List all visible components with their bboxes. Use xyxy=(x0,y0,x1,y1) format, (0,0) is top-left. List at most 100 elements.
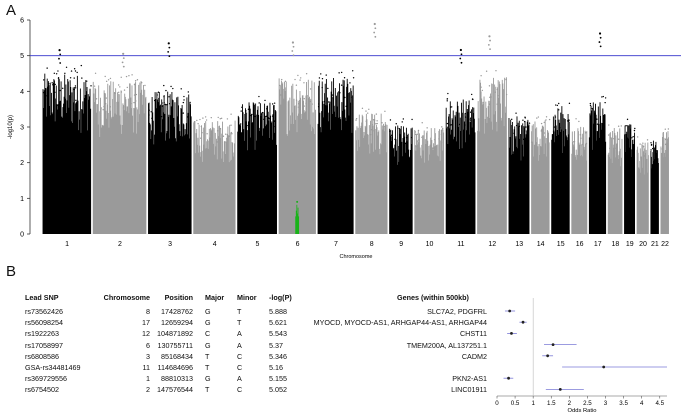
snp-point xyxy=(372,119,375,121)
snp-point xyxy=(625,124,627,127)
snp-point xyxy=(205,119,208,121)
snp-point xyxy=(69,96,72,98)
snp-point xyxy=(163,96,165,98)
y-tick-label: 4 xyxy=(20,89,24,96)
snp-point xyxy=(441,129,444,131)
snp-point xyxy=(589,104,592,107)
snp-point xyxy=(482,101,484,104)
snp-point xyxy=(57,104,59,107)
y-tick-label: 3 xyxy=(20,125,24,132)
snp-point xyxy=(183,99,185,101)
or-point xyxy=(546,354,550,358)
snp-point xyxy=(81,77,83,79)
snp-point xyxy=(368,108,370,110)
chromosome-14-points xyxy=(530,116,551,234)
peak-point xyxy=(122,52,125,55)
snp-point xyxy=(365,120,367,122)
peak-point xyxy=(460,61,463,64)
snp-point xyxy=(95,98,98,100)
snp-point xyxy=(163,84,165,87)
peak-point xyxy=(59,62,62,64)
snp-point xyxy=(568,102,571,105)
y-axis-label: -log10(p) xyxy=(8,115,14,139)
snp-point xyxy=(120,91,123,93)
snp-point xyxy=(57,70,59,72)
peak-chr1 xyxy=(58,49,62,64)
snp-point xyxy=(469,111,472,113)
snp-point xyxy=(299,79,301,81)
snp-point xyxy=(399,133,401,136)
snp-point xyxy=(480,86,482,88)
snp-point xyxy=(42,79,45,81)
snp-point xyxy=(281,78,283,81)
snp-point xyxy=(182,101,185,104)
snp-point xyxy=(421,122,423,124)
forest-row xyxy=(545,388,584,391)
chromosome-5-body xyxy=(237,102,277,234)
peak-point xyxy=(374,27,377,30)
snp-point xyxy=(418,139,420,141)
peak-point xyxy=(459,48,462,52)
snp-point xyxy=(414,131,417,133)
snp-point xyxy=(664,138,667,141)
snp-point xyxy=(74,87,77,89)
snp-point xyxy=(228,135,230,137)
snp-point xyxy=(109,106,111,108)
snp-point xyxy=(70,70,73,72)
snp-point xyxy=(186,116,189,118)
snp-point xyxy=(284,95,287,98)
snp-point xyxy=(219,127,221,130)
snp-point xyxy=(541,130,543,132)
table-cell: PKN2-AS1 xyxy=(452,374,487,384)
snp-point xyxy=(265,115,267,117)
snp-point xyxy=(161,102,163,104)
snp-point xyxy=(339,92,341,94)
snp-point xyxy=(281,85,283,87)
snp-point xyxy=(216,141,218,143)
snp-point xyxy=(64,72,66,75)
snp-point xyxy=(642,146,645,148)
snp-point xyxy=(196,119,198,122)
snp-point xyxy=(170,85,172,88)
snp-point xyxy=(620,125,622,127)
snp-point xyxy=(465,116,467,118)
snp-point xyxy=(479,82,481,85)
snp-point xyxy=(375,123,377,125)
snp-point xyxy=(371,124,374,126)
snp-point xyxy=(497,94,499,97)
snp-point xyxy=(75,99,77,102)
snp-point xyxy=(48,83,50,85)
chromosome-22-body xyxy=(660,131,669,234)
chromosome-12-points xyxy=(477,70,508,234)
snp-point xyxy=(432,147,434,149)
table-cell: G xyxy=(205,340,211,350)
snp-point xyxy=(332,94,334,96)
chromosome-19-body xyxy=(624,124,636,234)
snp-point xyxy=(73,68,76,70)
snp-point xyxy=(197,123,199,125)
table-cell: rs17058997 xyxy=(25,340,63,350)
snp-point xyxy=(157,91,160,93)
snp-point xyxy=(230,124,232,126)
snp-point xyxy=(399,138,402,141)
peak-point xyxy=(599,36,602,39)
or-point xyxy=(558,388,562,391)
snp-point xyxy=(305,107,307,110)
snp-point xyxy=(323,104,326,107)
snp-point xyxy=(558,102,560,105)
snp-point xyxy=(626,118,629,121)
snp-point xyxy=(650,144,653,146)
snp-point xyxy=(446,122,449,125)
snp-point xyxy=(552,130,555,132)
or-point xyxy=(551,343,555,346)
x-tick-label: 1 xyxy=(65,241,69,248)
snp-point xyxy=(581,143,584,146)
peak-point xyxy=(374,35,377,38)
snp-point xyxy=(367,112,369,114)
snp-point xyxy=(652,147,654,150)
snp-point xyxy=(168,96,170,98)
snp-point xyxy=(246,124,248,127)
header-chromosome: Chromosome xyxy=(103,293,150,302)
snp-point xyxy=(376,134,378,137)
peak-point xyxy=(168,46,171,49)
